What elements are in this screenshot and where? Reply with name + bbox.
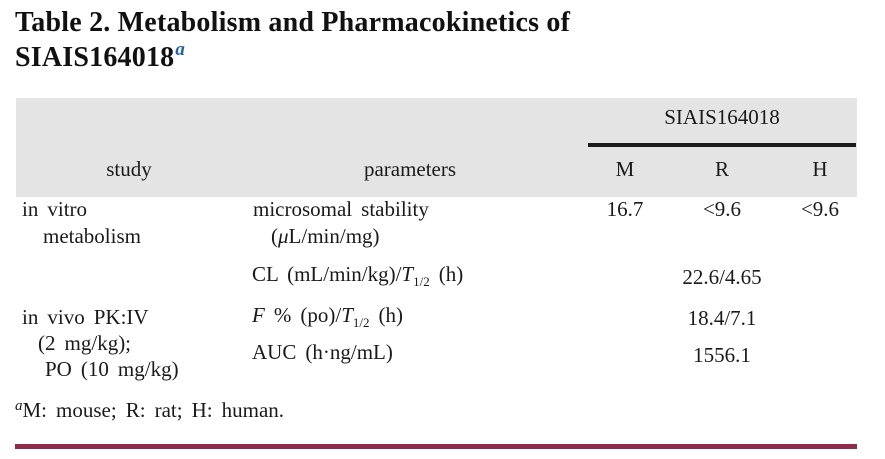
parameter-auc: AUC (h·ng/mL) bbox=[252, 340, 393, 364]
halflife-subscript: 1/2 bbox=[352, 315, 370, 330]
t-symbol: T bbox=[401, 262, 414, 286]
parameter-microsomal-stability-line1: microsomal stability bbox=[253, 197, 429, 221]
mu-symbol: μ bbox=[278, 224, 289, 248]
value-microsomal-rat: <9.6 bbox=[702, 197, 742, 221]
column-header-rat: R bbox=[714, 157, 729, 181]
t-symbol: T bbox=[341, 303, 353, 327]
value-cl-halflife: 22.6/4.65 bbox=[682, 265, 762, 289]
value-auc: 1556.1 bbox=[693, 343, 751, 367]
table-header-band: SIAIS164018 study parameters M R H bbox=[16, 98, 857, 197]
footnote-marker: a bbox=[15, 398, 23, 414]
footnote-text: M: mouse; R: rat; H: human. bbox=[22, 398, 285, 422]
parameter-f-halflife: F % (po)/T1/2 (h) bbox=[252, 302, 404, 330]
column-group-rule bbox=[588, 143, 856, 147]
table-title-line1: Table 2. Metabolism and Pharmacokinetics… bbox=[15, 7, 571, 38]
column-header-study: study bbox=[106, 157, 152, 181]
table-title-compound: SIAIS164018 bbox=[15, 42, 175, 73]
value-microsomal-mouse: 16.7 bbox=[606, 197, 644, 221]
f-label-mid: % (po)/ bbox=[264, 303, 342, 327]
study-cell-invivo-line3: PO (10 mg/kg) bbox=[45, 357, 179, 381]
title-footnote-marker: a bbox=[175, 39, 186, 60]
column-header-mouse: M bbox=[615, 157, 635, 181]
f-unit: (h) bbox=[369, 303, 404, 327]
unit-open-paren: ( bbox=[271, 224, 278, 248]
parameter-cl-halflife: CL (mL/min/kg)/T1/2 (h) bbox=[252, 261, 464, 289]
column-group-header: SIAIS164018 bbox=[664, 105, 780, 129]
table-footnote: aM: mouse; R: rat; H: human. bbox=[15, 398, 284, 423]
study-cell-invitro-line2: metabolism bbox=[43, 224, 141, 248]
bottom-divider-rule bbox=[15, 444, 857, 449]
column-header-human: H bbox=[812, 157, 828, 181]
f-symbol: F bbox=[252, 303, 265, 327]
study-cell-invivo-line1: in vivo PK:IV bbox=[22, 305, 149, 329]
study-cell-invitro-line1: in vitro bbox=[22, 197, 88, 221]
study-cell-invivo-line2: (2 mg/kg); bbox=[38, 331, 132, 355]
parameter-microsomal-stability-line2: (μL/min/mg) bbox=[271, 223, 380, 249]
table-title-line2: SIAIS164018a bbox=[15, 39, 570, 78]
value-f-halflife: 18.4/7.1 bbox=[687, 306, 757, 330]
cl-label: CL (mL/min/kg)/ bbox=[252, 262, 402, 286]
halflife-subscript: 1/2 bbox=[413, 274, 430, 289]
column-header-parameters: parameters bbox=[363, 157, 457, 181]
value-microsomal-human: <9.6 bbox=[800, 197, 840, 221]
unit-rest: L/min/mg) bbox=[288, 224, 380, 248]
table-title: Table 2. Metabolism and Pharmacokinetics… bbox=[15, 5, 570, 78]
cl-unit: (h) bbox=[429, 262, 464, 286]
